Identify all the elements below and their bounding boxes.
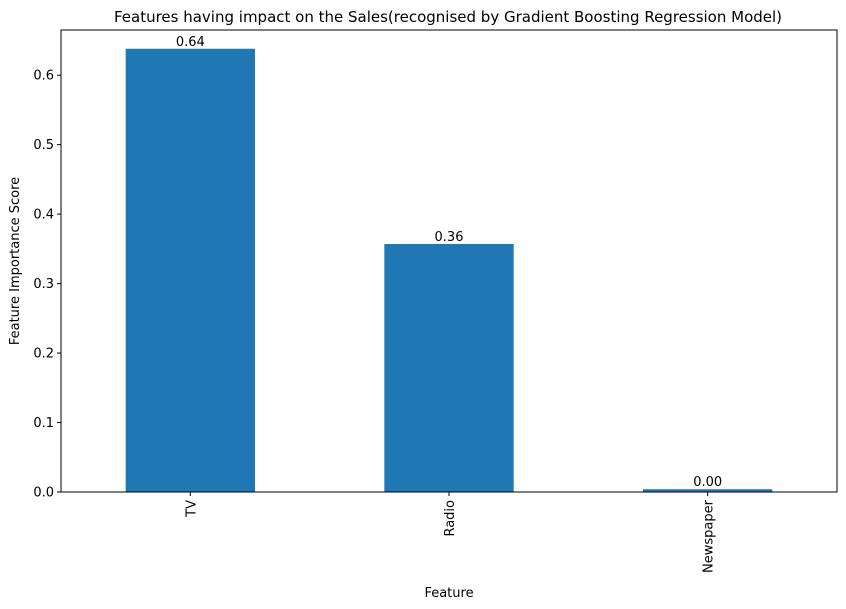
bar-radio bbox=[384, 243, 514, 492]
plot-frame bbox=[60, 29, 838, 493]
x-axis-title: Feature bbox=[424, 586, 473, 601]
y-tick-label: 0.5 bbox=[33, 138, 54, 153]
x-tick-label: TV bbox=[184, 500, 199, 518]
y-tick-label: 0.1 bbox=[33, 416, 54, 431]
y-tick-label: 0.4 bbox=[33, 208, 54, 223]
plot-area: 0.0 0.1 0.2 0.3 0.4 0.5 0.6 0.64 TV 0.36 Radio 0.00… bbox=[33, 35, 773, 573]
bar-tv bbox=[125, 48, 256, 492]
y-axis-title: Feature Importance Score bbox=[8, 177, 23, 345]
bar-value-label: 0.00 bbox=[693, 475, 722, 490]
chart-title: Features having impact on the Sales(reco… bbox=[114, 8, 782, 26]
y-tick-label: 0.2 bbox=[33, 347, 54, 362]
y-tick-label: 0.6 bbox=[33, 69, 54, 84]
bar-value-label: 0.64 bbox=[176, 35, 205, 50]
x-tick-label: Radio bbox=[443, 500, 458, 537]
bar-newspaper bbox=[643, 489, 773, 492]
x-tick-label: Newspaper bbox=[702, 499, 717, 573]
y-tick-label: 0.3 bbox=[33, 277, 54, 292]
y-tick-label: 0.0 bbox=[33, 486, 54, 501]
bar-value-label: 0.36 bbox=[435, 230, 464, 245]
